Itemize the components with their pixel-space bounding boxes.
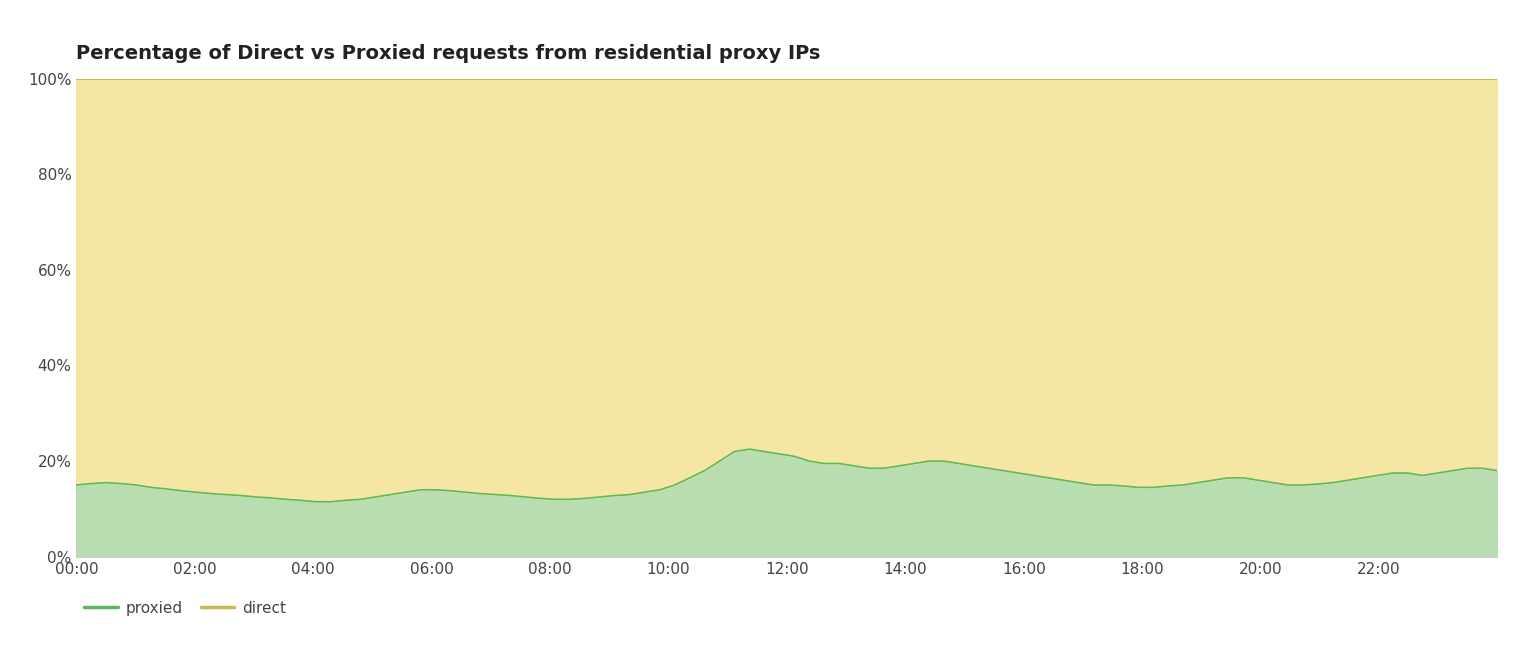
Legend: proxied, direct: proxied, direct: [84, 601, 286, 616]
Text: Percentage of Direct vs Proxied requests from residential proxy IPs: Percentage of Direct vs Proxied requests…: [76, 44, 821, 63]
